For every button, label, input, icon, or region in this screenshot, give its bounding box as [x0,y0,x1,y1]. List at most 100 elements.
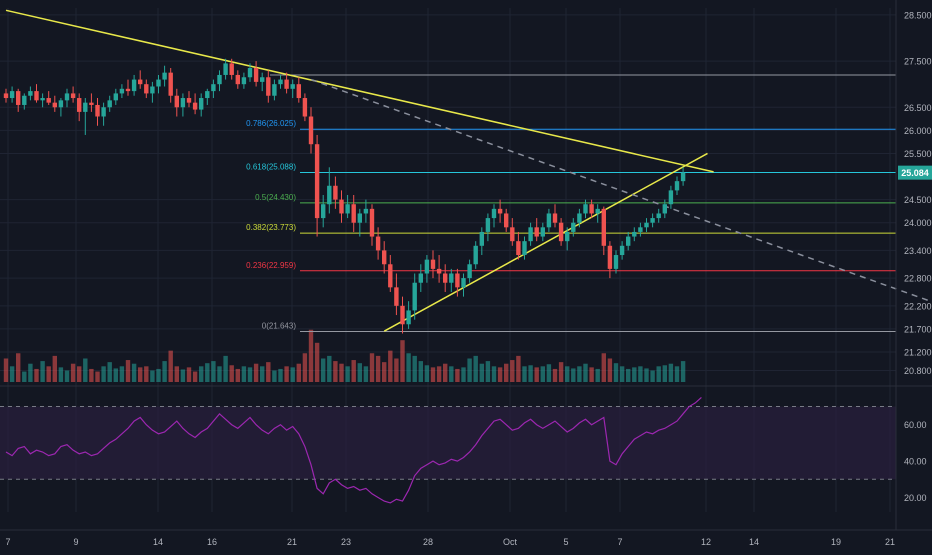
volume-bar [327,355,332,382]
candle-body [64,93,70,101]
volume-bar [357,363,362,382]
volume-bar [424,365,430,382]
candle-body [40,98,45,101]
time-tick-label: 9 [73,537,78,547]
volume-bar [192,371,198,382]
candle-body [656,213,661,219]
candle-body [412,282,417,311]
candle-body [351,204,356,223]
candle-body [58,100,64,108]
candle-body [229,63,234,75]
candle-body [223,63,228,75]
volume-bar [260,366,265,382]
candle-body [619,245,625,256]
volume-bar [70,363,76,382]
volume-bar [412,355,417,382]
candle-body [485,218,491,232]
candle-body [375,236,381,251]
candle-body [217,74,222,85]
volume-bar [22,371,27,382]
candle-body [436,268,442,274]
candle-body [357,213,362,223]
candle-body [186,98,192,103]
price-tick-label: 23.400 [904,246,932,256]
candle-body [199,98,204,110]
candle-body [455,273,460,288]
time-tick-label: 21 [287,537,297,547]
volume-bar [16,353,21,382]
volume-bar [400,340,405,382]
volume-bar [497,367,503,382]
volume-bar [150,370,155,382]
price-tick-label: 28.500 [904,10,932,20]
volume-bar [253,363,259,382]
volume-bar [382,362,387,382]
candle-body [156,79,161,87]
candle-body [28,91,33,96]
volume-bar [589,367,594,382]
candle-body [479,231,484,246]
volume-bar [46,366,51,382]
candle-body [150,86,155,94]
volume-bar [89,368,94,382]
volume-bar [375,355,381,382]
volume-bar [668,363,674,382]
volume-bar [467,358,472,382]
volume-bar [558,362,564,382]
volume-bar [534,367,539,382]
volume-bar [406,353,411,382]
candle-body [589,204,594,214]
price-tick-label: 25.500 [904,149,932,159]
candle-body [607,245,613,269]
volume-bar [125,360,131,382]
volume-bar [266,362,271,382]
volume-bar [302,353,308,382]
volume-bar [241,366,247,382]
volume-bar [607,358,613,382]
price-tick-label: 26.500 [904,103,932,113]
volume-bar [619,366,625,382]
volume-bars [3,329,686,382]
candle-body [70,93,76,99]
volume-bar [491,366,497,382]
candle-body [52,102,57,108]
volume-bar [296,363,301,382]
candle-body [290,84,295,89]
candle-body [613,255,619,269]
volume-bar [522,366,527,382]
candle-body [302,98,308,117]
candle-body [119,88,125,94]
time-tick-label: 23 [341,537,351,547]
candle-body [144,84,149,94]
candle-body [16,91,21,105]
volume-bar [235,368,240,382]
candle-body [534,227,539,237]
fib-level-label: 0.786(26.025) [246,119,296,128]
volume-bar [339,363,344,382]
candlesticks [3,58,686,334]
candle-body [638,227,643,232]
volume-bar [217,366,222,382]
volume-bar [626,368,631,382]
volume-bar [113,368,118,382]
candle-body [491,208,497,219]
trendlines[interactable] [5,9,932,332]
volume-bar [229,365,234,382]
trendline-dashed [310,78,932,303]
fib-level-label: 0(21.643) [262,322,297,331]
volume-bar [278,368,283,382]
volume-bar [162,361,167,382]
price-tick-label: 24.000 [904,218,932,228]
price-tick-label: 24.500 [904,195,932,205]
volume-bar [662,365,667,382]
candle-body [260,77,265,82]
candle-body [668,190,674,205]
volume-bar [674,366,680,382]
candle-body [192,102,198,110]
candle-body [540,227,545,237]
candle-body [89,102,94,105]
candle-body [284,79,289,89]
candle-body [113,93,118,101]
